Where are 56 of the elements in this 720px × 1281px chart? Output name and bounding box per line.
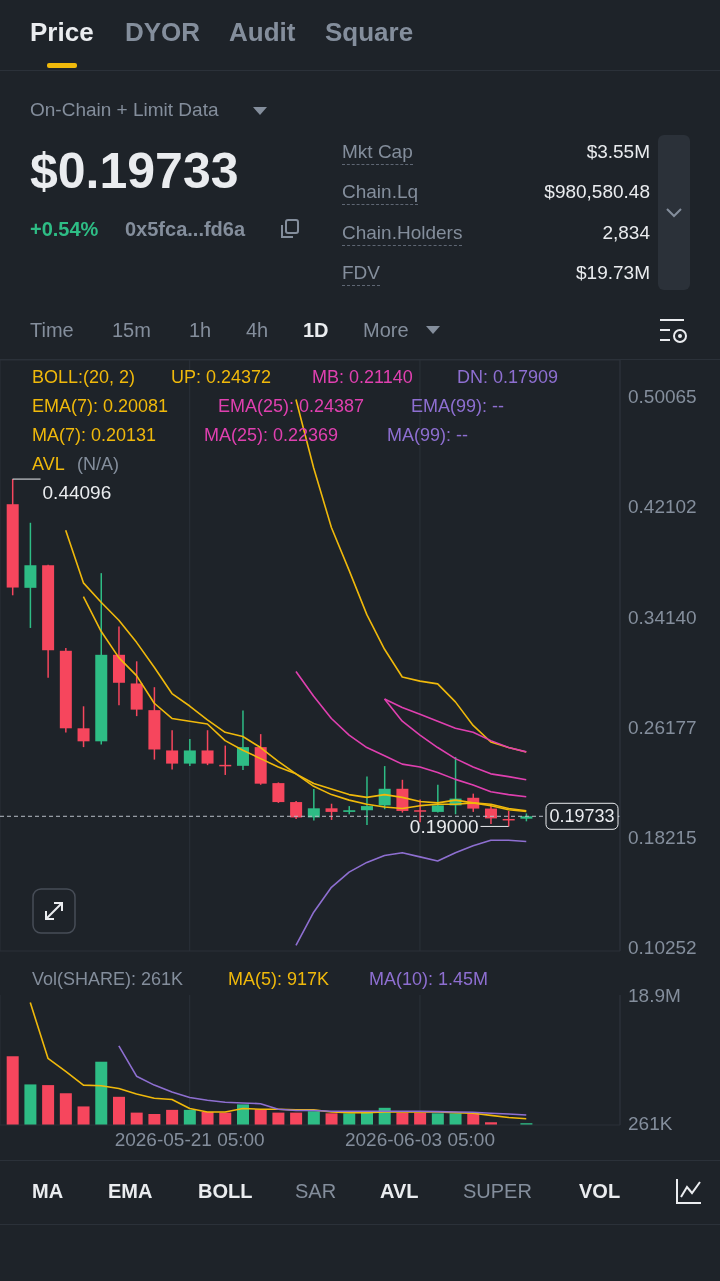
text: 15m bbox=[112, 317, 151, 342]
annotation: BOLL:(20, 2) bbox=[32, 367, 136, 389]
text: $19.73M bbox=[576, 262, 650, 286]
text: MA(5): 917K bbox=[228, 969, 330, 991]
y-tick-label: 0.34140 bbox=[628, 606, 697, 628]
text: Mkt Cap bbox=[342, 141, 413, 166]
text: Chain.Holders bbox=[342, 222, 463, 247]
annotation: MA(99): -- bbox=[387, 425, 468, 447]
annotation: (N/A) bbox=[77, 454, 119, 476]
text: Vol(SHARE): 261K bbox=[32, 969, 184, 991]
text: On-Chain + Limit Data bbox=[30, 99, 219, 123]
text: Time bbox=[30, 317, 74, 342]
text: Square bbox=[325, 16, 414, 49]
annotation: AVL bbox=[32, 454, 65, 476]
text: 4h bbox=[246, 317, 269, 342]
text: Chain.Lq bbox=[342, 181, 419, 206]
text: 1h bbox=[189, 317, 212, 342]
text: BOLL bbox=[198, 1178, 253, 1203]
text: AVL bbox=[380, 1178, 419, 1203]
annotation: 0.44096 bbox=[42, 482, 112, 504]
text: 2,834 bbox=[602, 222, 650, 246]
text: DYOR bbox=[125, 16, 201, 49]
text: 1D bbox=[303, 317, 329, 342]
text: MA(10): 1.45M bbox=[369, 969, 489, 991]
y-tick-label: 0.18215 bbox=[628, 827, 697, 849]
text: +0.54% bbox=[30, 216, 99, 241]
text: MA bbox=[32, 1178, 64, 1203]
text: VOL bbox=[579, 1178, 621, 1203]
text: EMA bbox=[108, 1178, 153, 1203]
y-tick-label: 0.26177 bbox=[628, 716, 697, 738]
text: FDV bbox=[342, 262, 380, 287]
annotation: MA(7): 0.20131 bbox=[32, 425, 157, 447]
x-tick-label: 2026-05-21 05:00 bbox=[114, 1129, 265, 1151]
annotation: EMA(25): 0.24387 bbox=[218, 396, 365, 418]
text: $980,580.48 bbox=[544, 181, 650, 205]
y-tick-label: 0.42102 bbox=[628, 496, 697, 518]
y-tick-label: 261K bbox=[628, 1112, 673, 1134]
y-tick-label: 18.9M bbox=[628, 984, 681, 1006]
text: SAR bbox=[295, 1178, 337, 1203]
annotation: UP: 0.24372 bbox=[171, 367, 272, 389]
text: 0x5fca...fd6a bbox=[125, 216, 246, 241]
text: $3.55M bbox=[586, 141, 650, 165]
annotation: 0.19000 bbox=[409, 816, 479, 838]
annotation: DN: 0.17909 bbox=[457, 367, 559, 389]
annotation: EMA(7): 0.20081 bbox=[32, 396, 169, 418]
text: SUPER bbox=[463, 1178, 532, 1203]
text: Audit bbox=[229, 16, 296, 49]
x-tick-label: 2026-06-03 05:00 bbox=[344, 1129, 495, 1151]
text: $0.19733 bbox=[30, 142, 239, 201]
text: More bbox=[363, 317, 409, 342]
annotation: MB: 0.21140 bbox=[312, 367, 413, 389]
text: Price bbox=[30, 16, 94, 49]
y-tick-label: 0.10252 bbox=[628, 937, 697, 959]
annotation: EMA(99): -- bbox=[411, 396, 505, 418]
y-tick-label: 0.50065 bbox=[628, 386, 697, 408]
ref-line-label: 0.19733 bbox=[549, 806, 615, 827]
